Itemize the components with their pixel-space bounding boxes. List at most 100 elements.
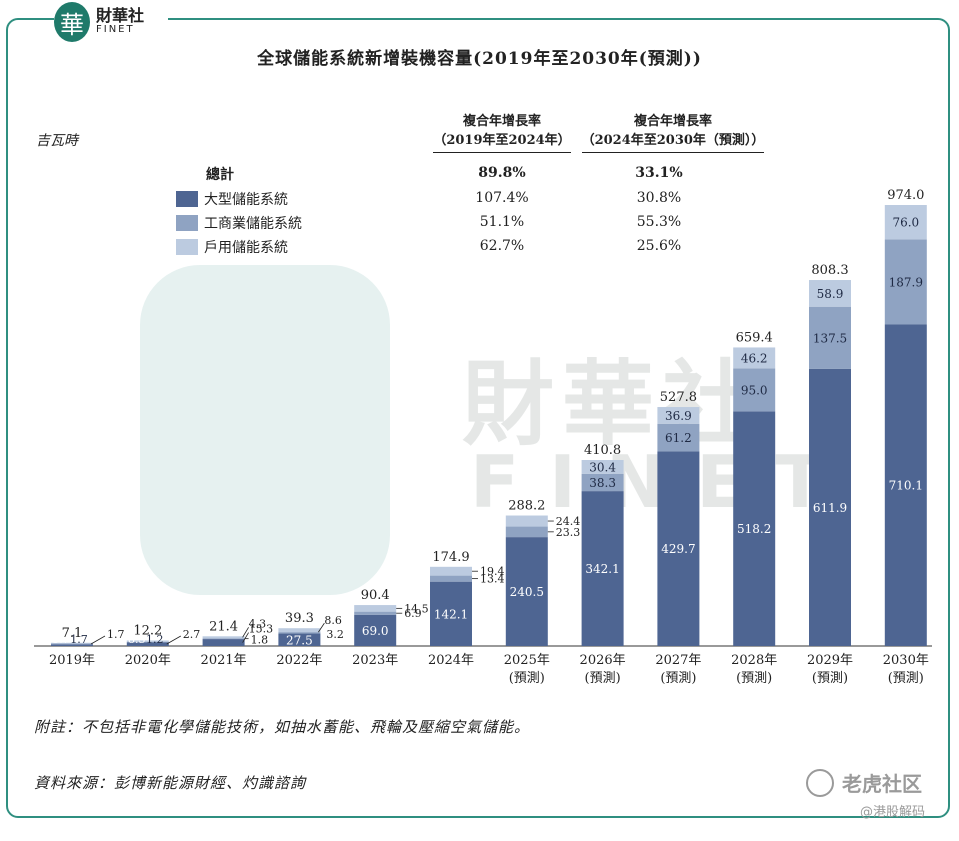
legend-swatch-ci <box>176 215 198 231</box>
leader-1-2 <box>166 635 181 645</box>
data-label-6-2: 24.4 <box>556 515 581 528</box>
bar-5-0 <box>430 581 472 646</box>
data-label-4-2: 14.5 <box>404 602 429 615</box>
data-label-7-1: 38.3 <box>589 476 616 490</box>
data-label-10-1: 137.5 <box>813 331 847 345</box>
bar-6-1 <box>505 526 548 538</box>
bar-1-1 <box>126 641 169 643</box>
x-tick-label-4: 2023年 <box>352 653 398 668</box>
bar-3-2 <box>278 628 321 633</box>
x-tick-sublabel-6: (預測) <box>509 671 545 686</box>
legend-household: 戶用儲能系統 <box>176 237 288 257</box>
x-tick-label-1: 2020年 <box>125 653 171 668</box>
x-tick-label-10: 2029年 <box>807 653 853 668</box>
data-label-5-1: 13.4 <box>480 573 505 586</box>
logo-mark: 華 <box>54 2 90 42</box>
legend-total: 總計 <box>206 167 234 183</box>
data-label-10-0: 611.9 <box>813 501 847 515</box>
bar-10-0 <box>809 368 851 646</box>
data-label-1-0: 8.3 <box>128 633 146 646</box>
legend-swatch-large <box>176 191 198 207</box>
bar-1-2 <box>126 640 169 642</box>
bar-0-1 <box>51 643 93 645</box>
x-tick-label-11: 2030年 <box>883 653 929 668</box>
logo-cn: 財華社 <box>96 6 145 26</box>
x-tick-label-7: 2026年 <box>580 653 626 668</box>
total-label-3: 39.3 <box>285 611 314 626</box>
finet-logo: 華 財華社 FINET <box>54 0 168 44</box>
total-label-4: 90.4 <box>361 588 390 603</box>
total-label-10: 808.3 <box>811 263 848 278</box>
data-label-11-0: 710.1 <box>889 479 923 493</box>
x-tick-label-3: 2022年 <box>276 653 322 668</box>
data-label-3-2: 8.6 <box>324 614 342 627</box>
tiger-icon <box>806 768 834 797</box>
data-label-0-1: 1.7 <box>70 633 88 646</box>
bar-5-1 <box>430 575 472 582</box>
data-label-8-0: 429.7 <box>661 542 695 556</box>
data-label-6-1: 23.3 <box>556 526 581 539</box>
data-label-4-0: 69.0 <box>362 624 389 638</box>
total-label-9: 659.4 <box>736 330 773 345</box>
bar-9-0 <box>733 411 776 646</box>
data-label-1-1: 1.2 <box>146 633 164 646</box>
cagr-header-2019-2024: 複合年增長率 （2019年至2024年） <box>412 112 592 153</box>
bar-4-1 <box>354 611 397 615</box>
x-tick-sublabel-8: (預測) <box>660 671 696 686</box>
x-tick-sublabel-11: (預測) <box>888 671 924 686</box>
bar-9-1 <box>733 368 776 412</box>
bar-11-2 <box>884 205 927 240</box>
cagr-large-1: 107.4% <box>475 190 529 206</box>
leader-2-0 <box>242 632 249 643</box>
total-label-0: 7.1 <box>62 626 83 641</box>
leader-2-2 <box>242 627 249 638</box>
total-label-8: 527.8 <box>660 390 697 405</box>
data-label-5-0: 142.1 <box>434 607 468 621</box>
bar-1-0 <box>126 642 169 646</box>
total-label-5: 174.9 <box>432 550 469 565</box>
total-label-2: 21.4 <box>209 619 238 634</box>
bar-7-1 <box>581 473 624 492</box>
leader-0-2 <box>90 635 106 645</box>
data-label-1-2: 2.7 <box>183 628 201 641</box>
data-label-4-1: 6.9 <box>404 607 422 620</box>
cagr-total-2: 33.1% <box>635 165 683 181</box>
data-label-8-1: 61.2 <box>665 431 692 445</box>
x-tick-label-8: 2027年 <box>655 653 701 668</box>
cagr-household-2: 25.6% <box>636 238 682 254</box>
data-label-9-1: 95.0 <box>741 383 768 397</box>
bar-3-1 <box>278 632 321 634</box>
bar-9-2 <box>733 347 776 369</box>
bar-7-0 <box>581 491 624 646</box>
watermark-text: 財華社 <box>462 351 763 458</box>
chart-frame <box>6 18 950 818</box>
corner-watermark: 老虎社区 @港股解码 <box>806 768 956 828</box>
bar-8-2 <box>657 407 700 424</box>
data-label-11-1: 187.9 <box>889 275 923 289</box>
total-label-11: 974.0 <box>887 188 924 203</box>
bar-10-1 <box>809 306 851 369</box>
cagr-ci-1: 51.1% <box>479 214 525 230</box>
total-label-7: 410.8 <box>584 443 621 458</box>
x-tick-label-0: 2019年 <box>49 653 95 668</box>
data-label-7-0: 342.1 <box>585 562 619 576</box>
data-label-9-0: 518.2 <box>737 522 771 536</box>
cagr-large-2: 30.8% <box>636 190 682 206</box>
x-tick-label-5: 2024年 <box>428 653 474 668</box>
leader-3-2 <box>318 622 325 633</box>
bar-10-2 <box>809 280 851 307</box>
x-tick-label-6: 2025年 <box>504 653 550 668</box>
data-label-2-1: 1.8 <box>251 634 269 647</box>
bar-6-2 <box>505 515 548 527</box>
x-tick-label-2: 2021年 <box>201 653 247 668</box>
x-tick-sublabel-7: (預測) <box>585 671 621 686</box>
bar-0-0 <box>51 644 93 646</box>
bar-2-1 <box>202 638 245 640</box>
data-label-7-2: 30.4 <box>589 460 616 474</box>
total-label-6: 288.2 <box>508 499 545 514</box>
data-label-5-2: 19.4 <box>480 565 505 578</box>
cagr-household-1: 62.7% <box>479 238 525 254</box>
bar-0-2 <box>51 642 93 644</box>
bar-3-0 <box>278 633 321 646</box>
